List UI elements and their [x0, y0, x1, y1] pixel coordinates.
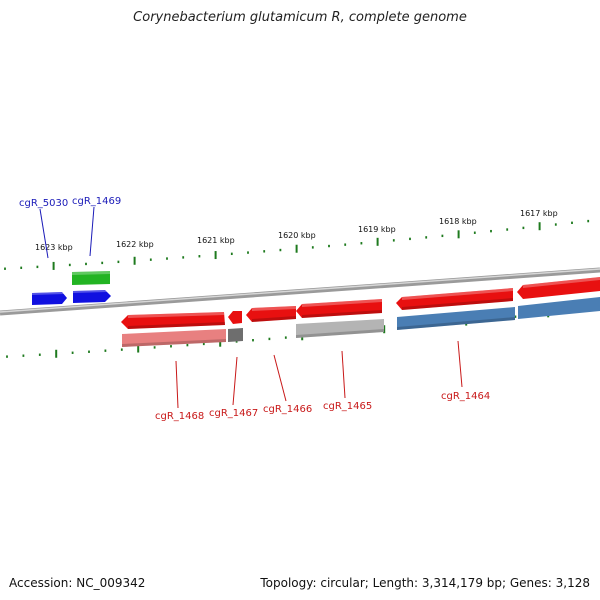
leader-cgR_1467	[232, 356, 238, 406]
ruler-label-1622: 1622 kbp	[116, 240, 154, 249]
topology-text: Topology: circular; Length: 3,314,179 bp…	[260, 576, 590, 590]
cds-cgR_1464[interactable]	[396, 288, 513, 310]
label-cgR_1466[interactable]: cgR_1466	[263, 404, 312, 415]
map-title: Corynebacterium glutamicum R, complete g…	[133, 10, 467, 25]
leader-cgR_1464	[457, 340, 463, 388]
ruler-label-1617: 1617 kbp	[520, 209, 558, 218]
ruler-label-1621: 1621 kbp	[197, 236, 235, 245]
leader-cgR_1465	[341, 350, 346, 399]
leader-cgR_5030	[39, 208, 49, 259]
accession-text: Accession: NC_009342	[9, 576, 146, 590]
genome-backbone-highlight	[0, 268, 600, 313]
label-cgR_1464[interactable]: cgR_1464	[441, 391, 490, 402]
leader-cgR_1469	[89, 206, 95, 257]
cds-cgR_1465[interactable]	[296, 299, 382, 318]
label-cgR_1467[interactable]: cgR_1467	[209, 408, 258, 419]
cds-cgR_1467[interactable]	[228, 311, 242, 324]
cds-cgR_1468[interactable]	[121, 312, 225, 329]
gene-cgR_1468[interactable]	[122, 329, 226, 347]
gene-cgR_1467[interactable]	[228, 328, 243, 342]
gene-cgR_1464[interactable]	[397, 307, 515, 330]
genome-backbone	[0, 267, 600, 316]
ruler-label-1619: 1619 kbp	[358, 225, 396, 234]
leader-cgR_1466	[273, 354, 287, 402]
feature-shadows	[122, 298, 515, 347]
label-leaders	[39, 206, 463, 409]
leader-cgR_1468	[175, 360, 179, 409]
gene-next[interactable]	[518, 297, 600, 319]
label-cgR_1465[interactable]: cgR_1465	[323, 401, 372, 412]
ruler-label-1620: 1620 kbp	[278, 231, 316, 240]
label-cgR_1469[interactable]: cgR_1469	[72, 196, 121, 207]
feature-highlights	[32, 271, 600, 318]
cds-cgR_1469[interactable]	[73, 290, 111, 303]
cds-next-gene[interactable]	[517, 277, 600, 299]
ruler-label-1618: 1618 kbp	[439, 217, 477, 226]
outer-ruler	[4, 219, 590, 270]
label-cgR_5030[interactable]: cgR_5030	[19, 198, 68, 209]
gene-cgR_1465[interactable]	[296, 319, 384, 338]
ruler-label-1623: 1623 kbp	[35, 243, 73, 252]
label-cgR_1468[interactable]: cgR_1468	[155, 411, 204, 422]
cds-cgR_5030[interactable]	[32, 292, 67, 305]
cds-cgR_1466[interactable]	[246, 306, 296, 322]
gene-cgR_1469[interactable]	[72, 271, 110, 285]
